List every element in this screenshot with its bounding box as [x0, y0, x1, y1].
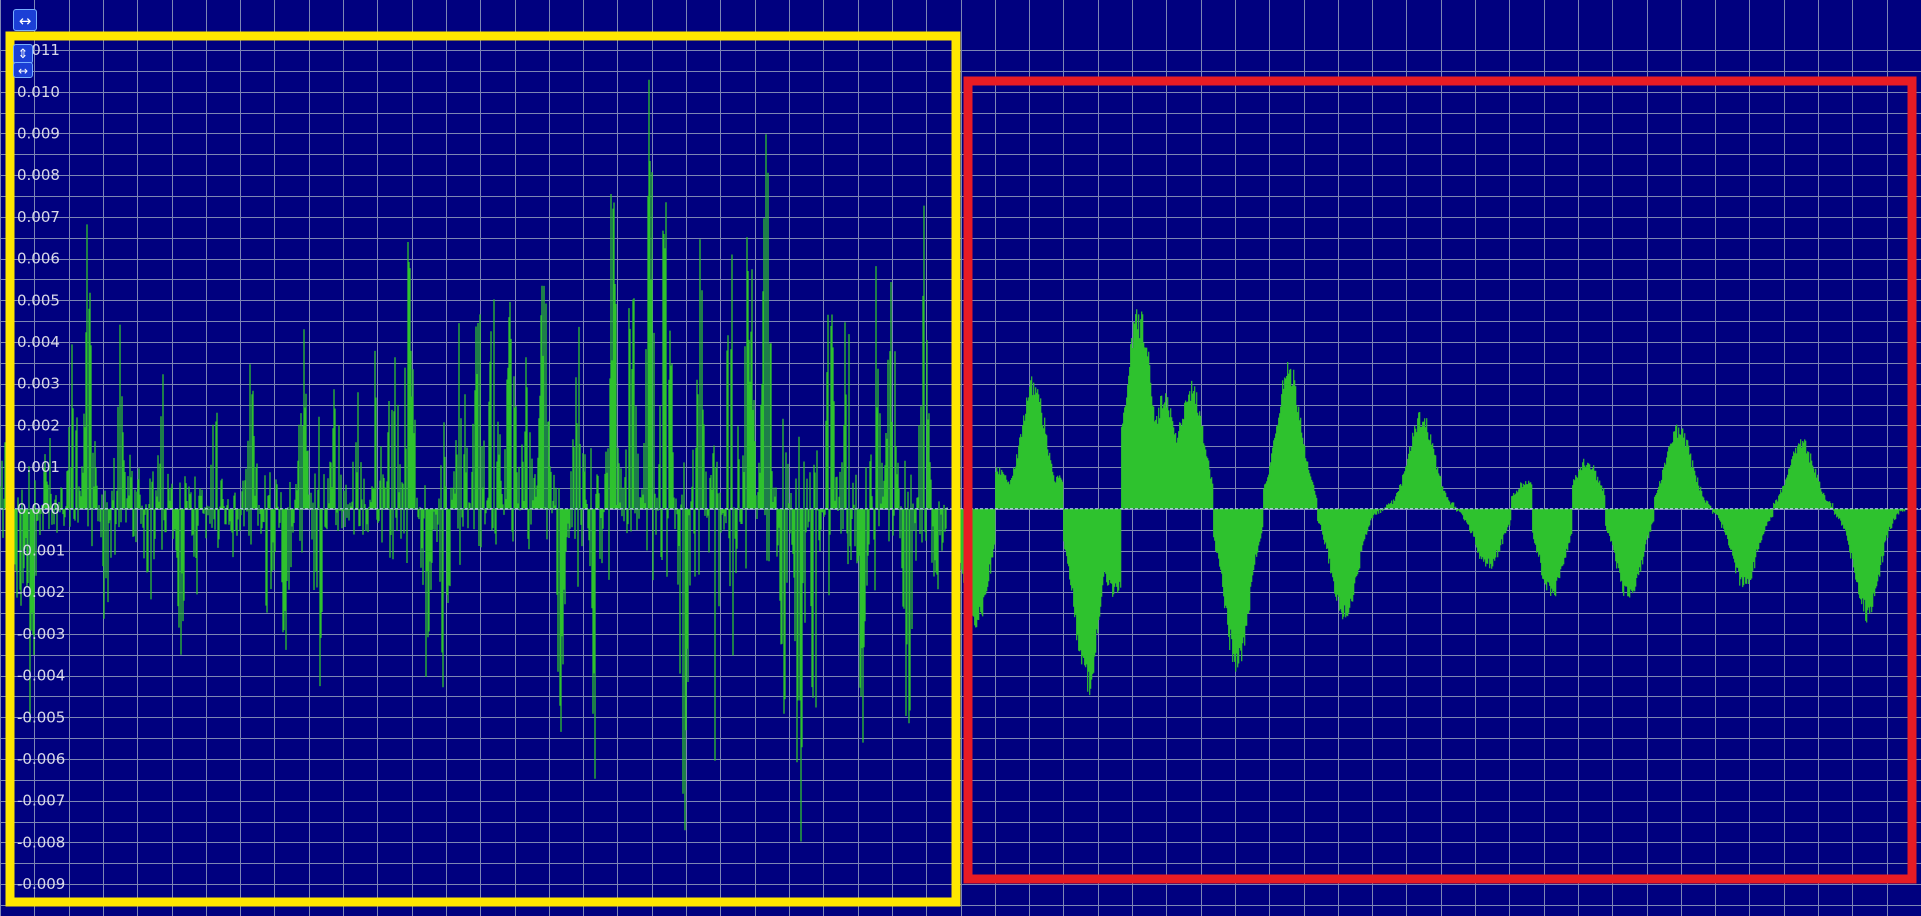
y-tick-label: 0.001	[17, 458, 60, 476]
zoom-y-icon[interactable]: ⇕	[13, 44, 33, 64]
y-tick-label: 0.002	[17, 416, 60, 434]
highlight-box-right	[963, 76, 1917, 884]
y-tick-label: 0.006	[17, 250, 60, 268]
y-tick-label: -0.009	[17, 875, 65, 893]
y-tick-label: 0.000	[17, 500, 60, 518]
highlight-box-left	[5, 31, 961, 907]
y-tick-label: 0.009	[17, 124, 60, 142]
pan-x-secondary-icon[interactable]: ↔	[13, 62, 33, 78]
y-tick-label: -0.003	[17, 625, 65, 643]
y-tick-label: 0.004	[17, 333, 60, 351]
y-tick-label: -0.005	[17, 708, 65, 726]
y-tick-label: 0.005	[17, 291, 60, 309]
y-tick-label: 0.003	[17, 375, 60, 393]
y-tick-label: 0.008	[17, 166, 60, 184]
y-axis-tick-labels: 0.0110.0100.0090.0080.0070.0060.0050.004…	[17, 41, 65, 893]
waveform-trace	[0, 79, 1906, 842]
y-tick-label: -0.008	[17, 833, 65, 851]
y-tick-label: -0.004	[17, 667, 65, 685]
y-tick-label: -0.007	[17, 792, 65, 810]
y-tick-label: 0.010	[17, 83, 60, 101]
y-tick-label: -0.006	[17, 750, 65, 768]
y-tick-label: 0.007	[17, 208, 60, 226]
y-tick-label: -0.002	[17, 583, 65, 601]
waveform-path-0	[0, 79, 948, 842]
waveform-segment-0	[0, 79, 948, 842]
y-tick-label: -0.001	[17, 542, 65, 560]
pan-x-icon[interactable]: ↔	[13, 9, 37, 31]
